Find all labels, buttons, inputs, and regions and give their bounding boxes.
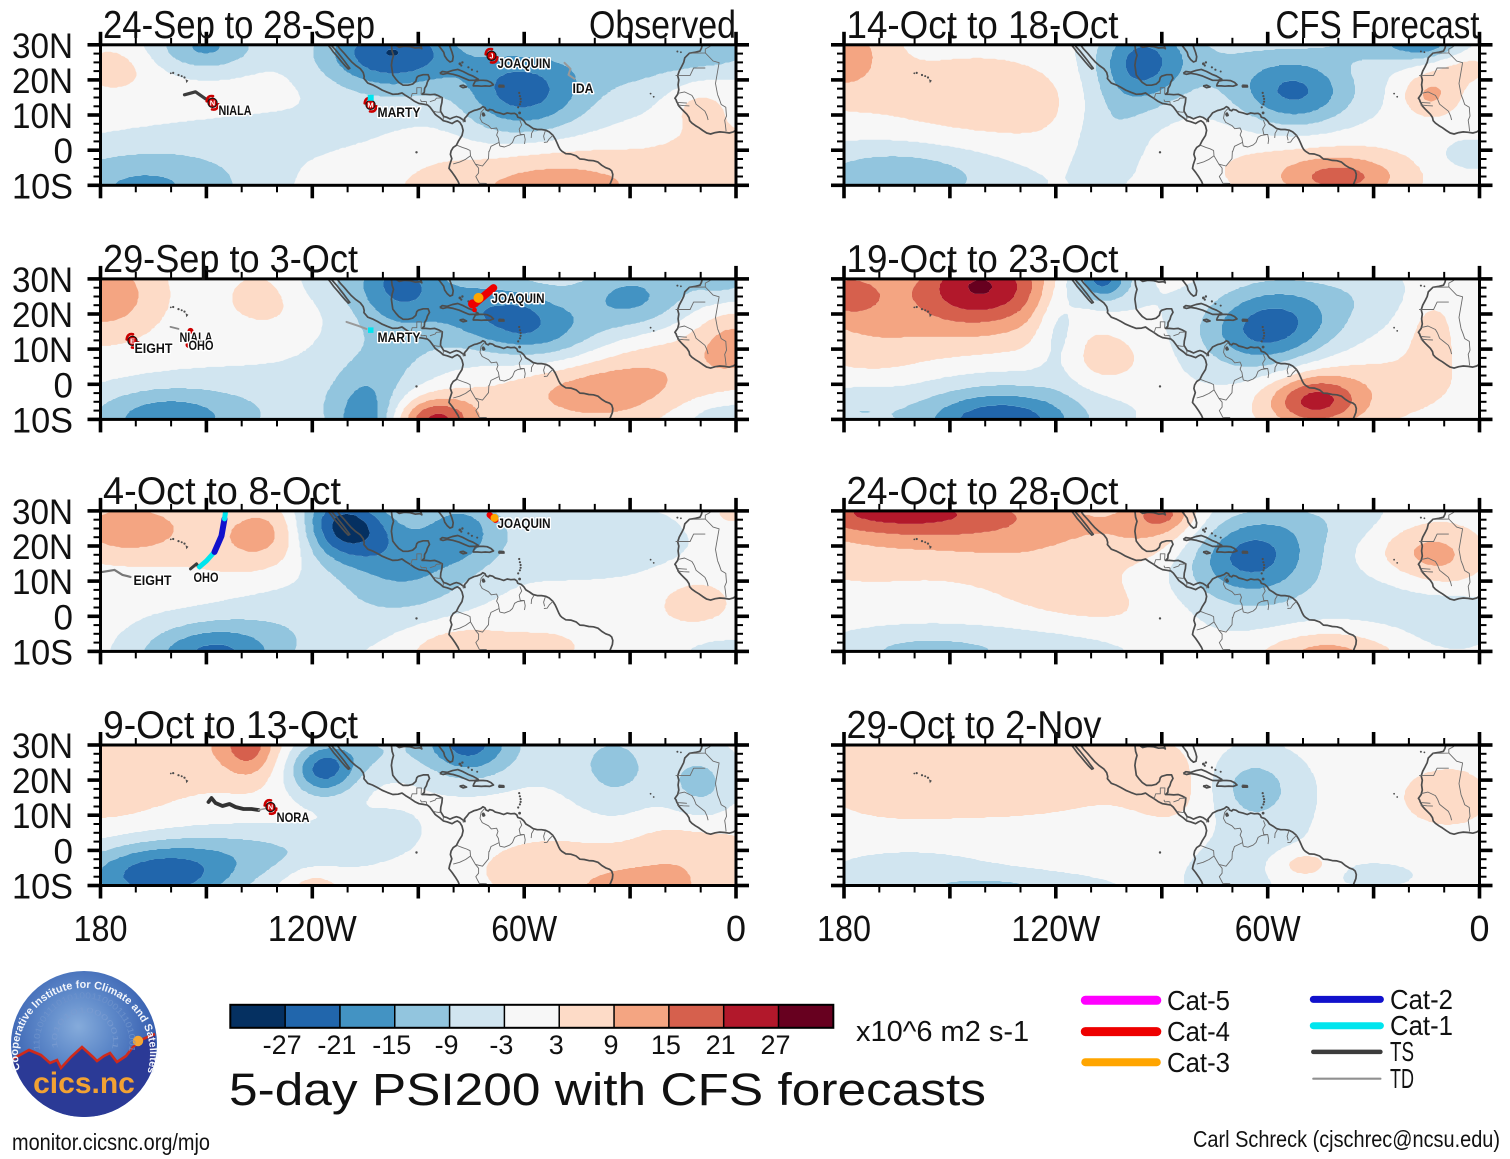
svg-text:21: 21 bbox=[706, 1030, 736, 1060]
svg-text:30N: 30N bbox=[12, 261, 73, 300]
svg-text:N: N bbox=[268, 803, 273, 812]
svg-text:J: J bbox=[489, 52, 493, 61]
svg-text:-3: -3 bbox=[489, 1030, 513, 1060]
svg-text:10S: 10S bbox=[12, 167, 73, 206]
svg-text:180: 180 bbox=[74, 908, 128, 949]
svg-text:OHO: OHO bbox=[189, 337, 214, 353]
svg-text:15: 15 bbox=[651, 1030, 681, 1060]
svg-text:NIALA: NIALA bbox=[219, 102, 252, 118]
svg-text:OHO: OHO bbox=[194, 569, 219, 585]
svg-text:30N: 30N bbox=[12, 727, 73, 766]
svg-text:Cat-1: Cat-1 bbox=[1390, 1010, 1453, 1041]
svg-text:29-Sep to 3-Oct: 29-Sep to 3-Oct bbox=[103, 238, 358, 281]
svg-text:30N: 30N bbox=[12, 493, 73, 532]
svg-text:19-Oct to 23-Oct: 19-Oct to 23-Oct bbox=[847, 238, 1119, 281]
svg-text:MARTY: MARTY bbox=[378, 104, 422, 120]
svg-text:120W: 120W bbox=[1011, 908, 1100, 949]
svg-text:10N: 10N bbox=[12, 797, 73, 836]
svg-text:monitor.cicsnc.org/mjo: monitor.cicsnc.org/mjo bbox=[12, 1129, 210, 1155]
svg-text:180: 180 bbox=[817, 908, 871, 949]
svg-text:27: 27 bbox=[760, 1030, 790, 1060]
svg-text:10S: 10S bbox=[12, 401, 73, 440]
svg-text:MARTY: MARTY bbox=[378, 329, 422, 345]
svg-text:E: E bbox=[130, 337, 135, 346]
svg-text:JOAQUIN: JOAQUIN bbox=[498, 55, 551, 71]
svg-text:30N: 30N bbox=[12, 27, 73, 66]
svg-text:EIGHT: EIGHT bbox=[134, 572, 172, 588]
svg-text:24-Sep to 28-Sep: 24-Sep to 28-Sep bbox=[103, 4, 375, 47]
svg-text:20N: 20N bbox=[12, 528, 73, 567]
svg-text:0: 0 bbox=[54, 132, 73, 171]
svg-text:0: 0 bbox=[726, 908, 746, 949]
svg-text:EIGHT: EIGHT bbox=[135, 340, 173, 356]
svg-text:CFS Forecast: CFS Forecast bbox=[1276, 4, 1480, 47]
svg-text:0: 0 bbox=[54, 832, 73, 871]
svg-text:-9: -9 bbox=[435, 1030, 459, 1060]
svg-text:-27: -27 bbox=[263, 1030, 302, 1060]
svg-text:60W: 60W bbox=[1235, 908, 1301, 949]
svg-text:24-Oct to 28-Oct: 24-Oct to 28-Oct bbox=[847, 470, 1119, 513]
svg-text:10N: 10N bbox=[12, 97, 73, 136]
svg-text:Cat-4: Cat-4 bbox=[1167, 1016, 1230, 1047]
svg-text:N: N bbox=[210, 99, 215, 108]
svg-text:20N: 20N bbox=[12, 762, 73, 801]
svg-text:TS: TS bbox=[1390, 1036, 1414, 1067]
svg-text:20N: 20N bbox=[12, 296, 73, 335]
svg-text:5-day PSI200 with CFS forecast: 5-day PSI200 with CFS forecasts bbox=[229, 1064, 986, 1115]
svg-text:JOAQUIN: JOAQUIN bbox=[492, 290, 545, 306]
svg-text:0: 0 bbox=[54, 598, 73, 637]
svg-text:4-Oct to 8-Oct: 4-Oct to 8-Oct bbox=[103, 470, 341, 513]
svg-text:0: 0 bbox=[1470, 908, 1490, 949]
svg-text:14-Oct to 18-Oct: 14-Oct to 18-Oct bbox=[847, 4, 1119, 47]
svg-text:10N: 10N bbox=[12, 331, 73, 370]
svg-text:60W: 60W bbox=[491, 908, 557, 949]
svg-text:Observed: Observed bbox=[589, 4, 736, 47]
svg-text:120W: 120W bbox=[268, 908, 357, 949]
svg-text:Carl Schreck (cjschrec@ncsu.ed: Carl Schreck (cjschrec@ncsu.edu) bbox=[1193, 1126, 1500, 1152]
svg-text:TD: TD bbox=[1390, 1063, 1414, 1094]
svg-text:Cat-5: Cat-5 bbox=[1167, 985, 1230, 1016]
svg-text:10S: 10S bbox=[12, 868, 73, 907]
svg-text:9: 9 bbox=[604, 1030, 619, 1060]
svg-text:JOAQUIN: JOAQUIN bbox=[498, 515, 551, 531]
svg-text:3: 3 bbox=[549, 1030, 564, 1060]
svg-text:29-Oct to 2-Nov: 29-Oct to 2-Nov bbox=[847, 704, 1102, 747]
svg-text:0: 0 bbox=[54, 366, 73, 405]
svg-text:x10^6 m2 s-1: x10^6 m2 s-1 bbox=[856, 1016, 1029, 1048]
svg-text:10N: 10N bbox=[12, 563, 73, 602]
svg-text:-21: -21 bbox=[317, 1030, 356, 1060]
svg-text:NORA: NORA bbox=[277, 809, 310, 825]
svg-text:Cat-3: Cat-3 bbox=[1167, 1047, 1230, 1078]
svg-text:-15: -15 bbox=[372, 1030, 411, 1060]
svg-text:10S: 10S bbox=[12, 633, 73, 672]
svg-text:9-Oct to 13-Oct: 9-Oct to 13-Oct bbox=[103, 704, 358, 747]
svg-text:cics.nc: cics.nc bbox=[33, 1067, 135, 1100]
svg-text:IDA: IDA bbox=[573, 80, 594, 96]
svg-text:NIALA: NIALA bbox=[180, 329, 213, 345]
svg-text:Cat-2: Cat-2 bbox=[1390, 984, 1453, 1015]
svg-text:M: M bbox=[367, 101, 373, 110]
svg-text:20N: 20N bbox=[12, 62, 73, 101]
